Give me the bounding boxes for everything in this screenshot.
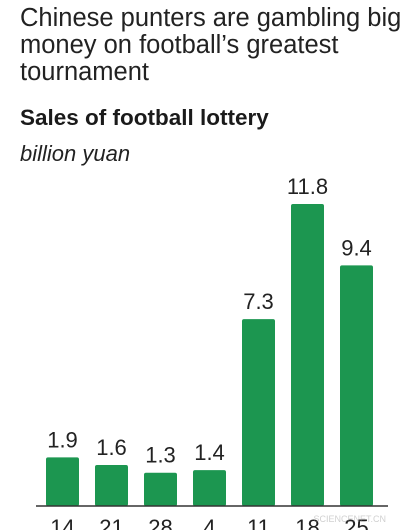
x-tick-label: 4 <box>203 515 215 530</box>
bars-group <box>46 204 373 506</box>
value-label: 11.8 <box>287 174 328 199</box>
bar <box>144 472 177 506</box>
x-tick-labels-group: 14 21 28 4 11 18 25 <box>50 515 368 530</box>
x-tick-label: 18 <box>295 515 319 530</box>
chart-title: Sales of football lottery <box>20 105 269 130</box>
x-tick-label: 25 <box>344 515 368 530</box>
bar <box>193 470 226 506</box>
bar <box>340 265 373 506</box>
value-label: 1.9 <box>47 427 78 452</box>
value-label: 1.6 <box>96 435 127 460</box>
headline: Chinese punters are gambling big money o… <box>20 4 402 86</box>
chart-unit-label: billion yuan <box>20 141 131 166</box>
value-label: 7.3 <box>243 289 274 314</box>
bar <box>95 465 128 506</box>
value-labels-group: 1.9 1.6 1.3 1.4 7.3 11.8 9.4 <box>47 174 372 468</box>
x-tick-label: 14 <box>50 515 74 530</box>
x-tick-label: 11 <box>247 515 270 530</box>
value-label: 1.4 <box>194 440 225 465</box>
bar <box>291 204 324 506</box>
watermark: SCIENCENET.CN <box>313 514 386 524</box>
value-label: 9.4 <box>341 235 372 260</box>
x-tick-label: 21 <box>99 515 123 530</box>
value-label: 1.3 <box>145 443 176 468</box>
bar <box>242 319 275 506</box>
x-tick-label: 28 <box>148 515 172 530</box>
bar <box>46 457 79 506</box>
